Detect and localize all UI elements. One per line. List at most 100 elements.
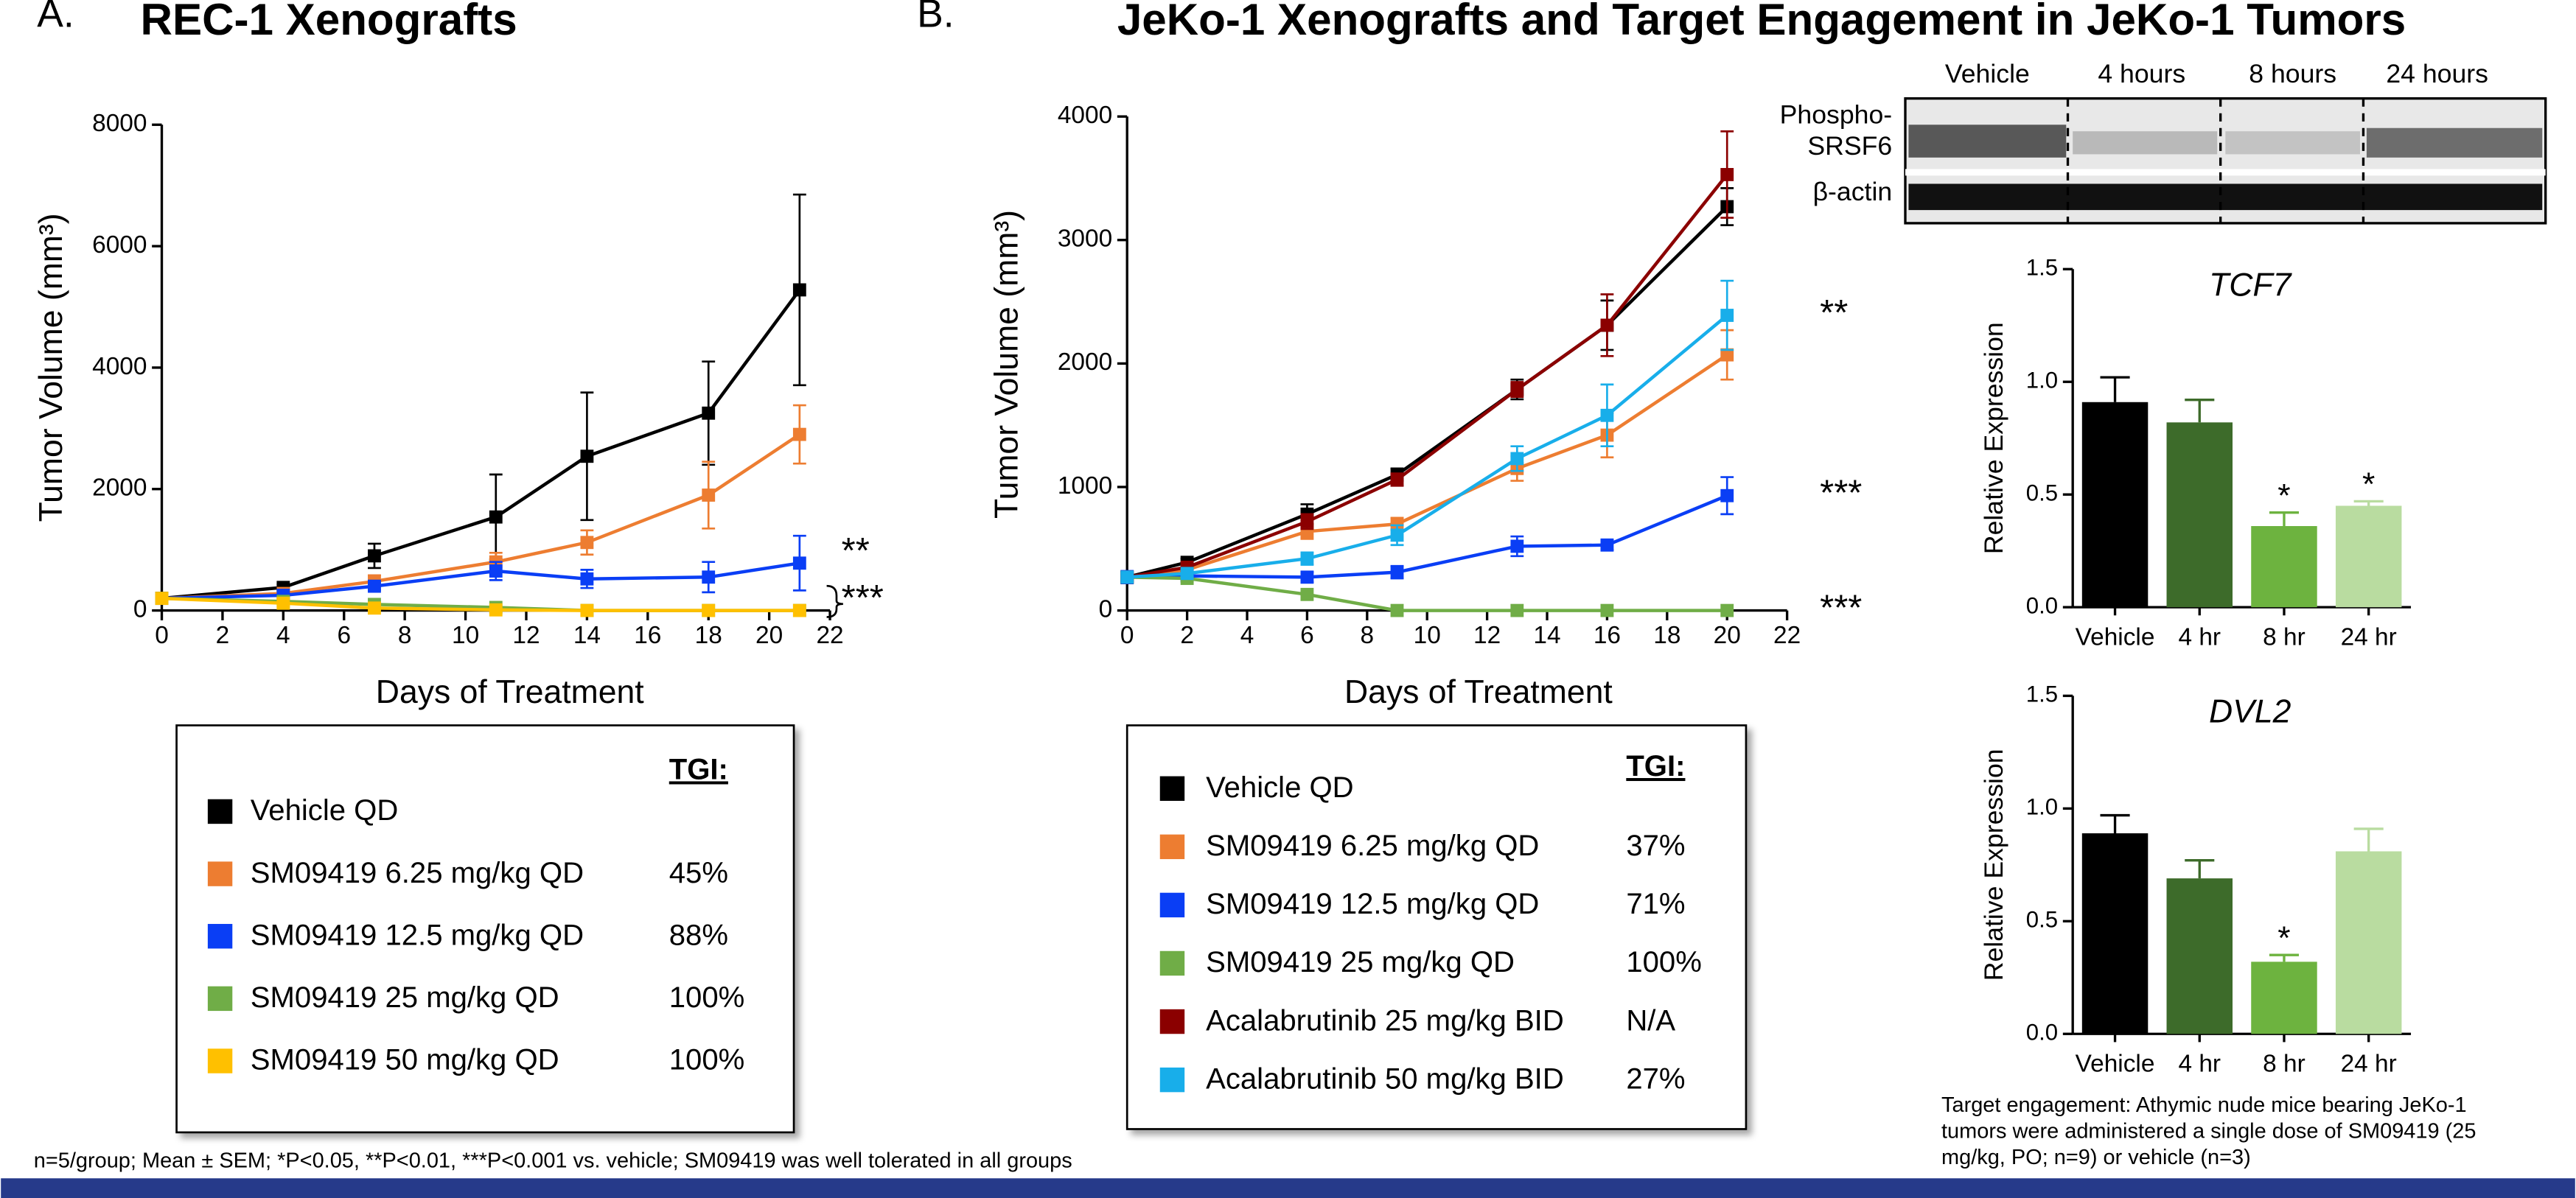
legend-label: Acalabrutinib 50 mg/kg BID <box>1206 1062 1564 1095</box>
x-tick-label: Vehicle <box>2076 1050 2155 1077</box>
data-point <box>156 592 169 605</box>
x-tick-label: 8 hr <box>2263 623 2306 651</box>
legend-swatch <box>1160 1009 1184 1034</box>
data-point <box>1120 570 1134 584</box>
data-point <box>1720 489 1734 502</box>
note: tumors were administered a single dose o… <box>1941 1120 2476 1143</box>
legend-label: SM09419 25 mg/kg QD <box>251 981 559 1014</box>
significance: * <box>2277 920 2290 956</box>
x-tick-label: 4 <box>1240 622 1254 649</box>
note: Target engagement: Athymic nude mice bea… <box>1941 1093 2467 1117</box>
data-point <box>1510 452 1523 466</box>
y-tick-label: 0.5 <box>2026 907 2058 933</box>
significance: *** <box>1820 474 1862 514</box>
y-tick-label: 2000 <box>92 474 147 502</box>
chart-title: TCF7 <box>2209 267 2293 304</box>
data-point <box>276 597 290 610</box>
legend-label: Acalabrutinib 25 mg/kg BID <box>1206 1004 1564 1037</box>
y-tick-label: 0.5 <box>2026 480 2058 505</box>
blot-column: 8 hours <box>2249 59 2336 88</box>
blot-row: Phospho- <box>1780 100 1893 130</box>
data-point <box>702 488 715 502</box>
x-tick-label: 0 <box>1120 622 1134 649</box>
data-point <box>489 603 503 617</box>
data-point <box>1720 309 1734 322</box>
blot-column: 4 hours <box>2098 59 2185 88</box>
data-point <box>580 604 593 617</box>
x-tick-label: 24 hr <box>2341 1050 2397 1077</box>
footnote: n=5/group; Mean ± SEM; *P<0.05, **P<0.01… <box>34 1149 1072 1173</box>
bar <box>2167 878 2233 1034</box>
data-point <box>1510 540 1523 553</box>
data-point <box>368 601 381 614</box>
legend-tgi: 100% <box>1626 946 1702 978</box>
legend-swatch <box>208 1048 232 1073</box>
data-point <box>1391 528 1404 542</box>
footer-bar <box>1 1178 2575 1198</box>
y-tick-label: 3000 <box>1058 225 1112 253</box>
y-tick-label: 0.0 <box>2026 1019 2058 1045</box>
x-tick-label: Vehicle <box>2076 623 2155 651</box>
legend-swatch <box>208 799 232 824</box>
data-point <box>793 556 806 570</box>
significance: ** <box>842 531 870 571</box>
legend-swatch <box>208 861 232 886</box>
bar <box>2336 851 2401 1034</box>
blot-column: Vehicle <box>1945 59 2030 88</box>
legend-header: TGI: <box>1626 750 1685 782</box>
x-tick-label: 16 <box>634 622 661 649</box>
x-tick-label: 18 <box>1653 622 1680 649</box>
x-tick-label: 4 hr <box>2178 1050 2221 1077</box>
blot-row: SRSF6 <box>1807 131 1892 161</box>
legend-swatch <box>1160 777 1184 801</box>
chart-title: REC-1 Xenografts <box>141 0 517 44</box>
significance: *** <box>842 578 884 618</box>
x-tick-label: 10 <box>452 622 479 649</box>
x-tick-label: 14 <box>1533 622 1560 649</box>
legend-swatch <box>1160 893 1184 917</box>
x-tick-label: 12 <box>1473 622 1501 649</box>
data-point <box>702 604 715 617</box>
data-point <box>702 570 715 584</box>
data-point <box>1510 604 1523 617</box>
x-tick-label: 8 <box>1361 622 1375 649</box>
bar <box>2336 505 2401 607</box>
data-point <box>1391 566 1404 579</box>
y-tick-label: 1000 <box>1058 472 1112 500</box>
data-point <box>1391 604 1404 617</box>
legend-swatch <box>208 924 232 948</box>
data-point <box>1601 604 1614 617</box>
data-point <box>793 604 806 617</box>
x-tick-label: 22 <box>816 622 843 649</box>
x-tick-label: 20 <box>1714 622 1741 649</box>
y-tick-label: 1.0 <box>2026 367 2058 393</box>
y-tick-label: 1.5 <box>2026 255 2058 281</box>
legend-tgi: 45% <box>669 857 728 889</box>
x-tick-label: 24 hr <box>2341 623 2397 651</box>
x-tick-label: 14 <box>573 622 601 649</box>
significance: * <box>2277 477 2290 514</box>
legend-label: Vehicle QD <box>1206 771 1354 804</box>
legend-label: SM09419 50 mg/kg QD <box>251 1044 559 1076</box>
legend-label: SM09419 12.5 mg/kg QD <box>251 919 584 951</box>
data-point <box>1601 318 1614 332</box>
blot-band <box>2225 131 2360 154</box>
legend-swatch <box>208 987 232 1011</box>
y-tick-label: 6000 <box>92 231 147 259</box>
page: A. B. REC-1 Xenografts JeKo-1 Xenografts… <box>0 0 2576 1198</box>
data-point <box>1301 570 1314 584</box>
legend-label: SM09419 25 mg/kg QD <box>1206 946 1515 978</box>
y-tick-label: 4000 <box>1058 102 1112 129</box>
data-point <box>702 407 715 420</box>
x-tick-label: 4 hr <box>2178 623 2221 651</box>
x-tick-label: 6 <box>337 622 351 649</box>
data-point <box>1510 383 1523 396</box>
panel-label: B. <box>917 0 954 35</box>
y-axis-label: Tumor Volume (mm³) <box>989 210 1025 519</box>
legend-tgi: 88% <box>669 919 728 951</box>
data-point <box>580 536 593 549</box>
x-tick-label: 10 <box>1414 622 1441 649</box>
data-point <box>1720 604 1734 617</box>
y-tick-label: 4000 <box>92 353 147 380</box>
legend-swatch <box>1160 1068 1184 1092</box>
